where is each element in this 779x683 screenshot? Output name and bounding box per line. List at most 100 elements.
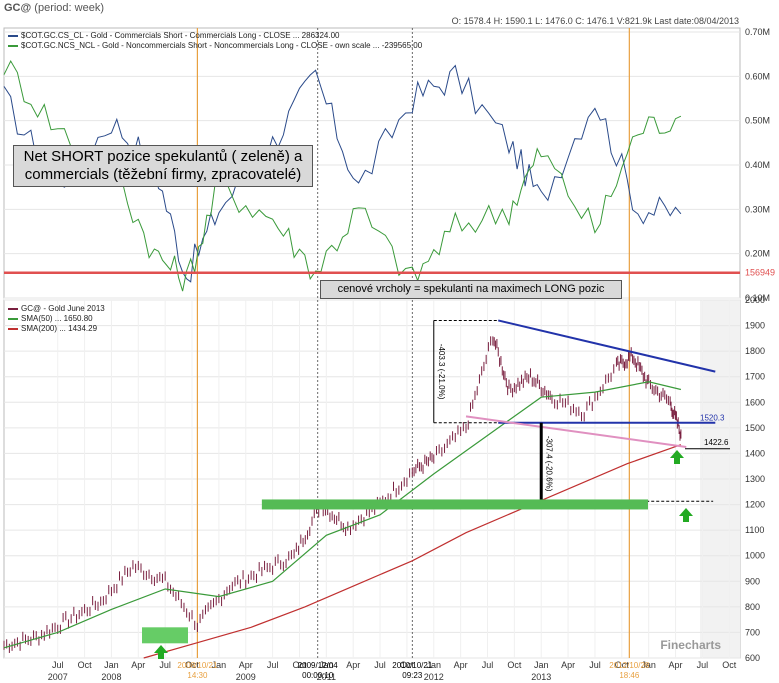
legend-swatch: [8, 35, 18, 37]
y-tick-label: 0.50M: [745, 116, 770, 126]
bottom-legend: GC@ - Gold June 2013 SMA(50) ... 1650.80…: [8, 304, 105, 334]
level-label: 156949: [745, 268, 775, 278]
up-arrow-icon: [154, 645, 168, 659]
y-tick-label: 1900: [745, 321, 765, 331]
y-tick-label: 0.70M: [745, 27, 770, 37]
y-tick-label: 1500: [745, 423, 765, 433]
peak-note: cenové vrcholy = spekulanti na maximech …: [320, 280, 622, 299]
symbol-title: GC@ (period: week): [4, 2, 104, 14]
measure-label: -307.4 (-20.6%): [545, 436, 554, 492]
x-year-label: 2013: [531, 672, 551, 682]
x-tick-label: Jul: [589, 660, 601, 670]
symbol: GC@: [4, 2, 32, 14]
x-year-label: 2009: [236, 672, 256, 682]
x-tick-label: Oct: [615, 660, 630, 670]
y-tick-label: 2000: [745, 295, 765, 305]
time-label: 09:23: [402, 671, 423, 680]
x-tick-label: Apr: [561, 660, 575, 670]
date-label: 2010/10/21: [392, 661, 433, 670]
ohlc-readout: O: 1578.4 H: 1590.1 L: 1476.0 C: 1476.1 …: [451, 16, 739, 26]
x-tick-label: Jul: [159, 660, 171, 670]
pink-line: [465, 415, 687, 449]
y-tick-label: 0.10M: [745, 293, 770, 303]
overlays: -403.3 (-21.0%) -307.4 (-20.6%) 1520.3 1422…: [142, 319, 730, 659]
up-arrow-icon: [679, 508, 693, 522]
green-zone: [261, 499, 648, 510]
x-tick-label: Jan: [534, 660, 549, 670]
x-year-label: 2007: [48, 672, 68, 682]
y-tick-label: 1600: [745, 397, 765, 407]
y-tick-label: 0.60M: [745, 71, 770, 81]
x-year-label: 2011: [317, 672, 336, 682]
measure-label: -403.3 (-21.0%): [437, 344, 446, 400]
y-tick-label: 0.20M: [745, 249, 770, 259]
x-tick-label: Oct: [78, 660, 93, 670]
x-tick-label: Oct: [507, 660, 522, 670]
price-label: 1520.3: [700, 414, 725, 423]
green-zone: [142, 627, 188, 644]
x-tick-label: Jul: [697, 660, 709, 670]
legend-item: SMA(50) ... 1650.80: [8, 314, 105, 324]
y-tick-label: 1800: [745, 346, 765, 356]
x-tick-label: Oct: [722, 660, 737, 670]
y-tick-label: 700: [745, 627, 760, 637]
y-tick-label: 1400: [745, 448, 765, 458]
time-label: 00:00:10: [302, 671, 334, 680]
top-legend: $COT.GC.CS_CL - Gold - Commercials Short…: [8, 31, 422, 51]
vertical-date-lines: [196, 28, 630, 658]
date-label: 2012/10/28: [609, 661, 650, 670]
legend-item: GC@ - Gold June 2013: [8, 304, 105, 314]
legend-item: $COT.GC.CS_CL - Gold - Commercials Short…: [8, 31, 422, 41]
sma-line: [143, 444, 682, 659]
up-arrow-icon: [670, 450, 684, 464]
y-tick-label: 0.40M: [745, 160, 770, 170]
y-tick-label: 900: [745, 576, 760, 586]
x-tick-label: Apr: [239, 660, 253, 670]
x-tick-label: Jan: [427, 660, 442, 670]
resistance-line: [498, 319, 716, 373]
axis-labels: 0.10M 0.20M 0.30M 0.40M 0.50M 0.60M 0.70M 600 70…: [48, 27, 775, 682]
y-tick-label: 1300: [745, 474, 765, 484]
y-tick-label: 1000: [745, 551, 765, 561]
legend-swatch: [8, 308, 18, 310]
x-tick-label: Jan: [319, 660, 334, 670]
y-tick-label: 1700: [745, 372, 765, 382]
y-tick-label: 1200: [745, 500, 765, 510]
x-tick-label: Jul: [482, 660, 494, 670]
legend-item: $COT.GC.NCS_NCL - Gold - Noncommercials …: [8, 41, 422, 51]
x-tick-label: Apr: [454, 660, 468, 670]
date-label: 2008/10/21: [177, 661, 218, 670]
series-line: [3, 59, 682, 292]
x-year-label: 2008: [101, 672, 121, 682]
legend-swatch: [8, 328, 18, 330]
bottom-series: [3, 336, 682, 659]
annotation-note: Net SHORT pozice spekulantů ( zeleně) a …: [13, 145, 313, 187]
y-tick-label: 0.30M: [745, 204, 770, 214]
x-tick-label: Oct: [292, 660, 307, 670]
period: (period: week): [34, 2, 104, 14]
x-tick-label: Jan: [104, 660, 119, 670]
x-tick-label: Jul: [267, 660, 279, 670]
x-tick-label: Jan: [641, 660, 656, 670]
legend-label: $COT.GC.CS_CL - Gold - Commercials Short…: [21, 31, 340, 40]
x-tick-label: Oct: [185, 660, 200, 670]
legend-item: SMA(200) ... 1434.29: [8, 324, 105, 334]
legend-label: SMA(200) ... 1434.29: [21, 324, 98, 333]
x-tick-label: Oct: [400, 660, 415, 670]
date-label: 2009/12/04: [298, 661, 339, 670]
x-tick-label: Jul: [52, 660, 64, 670]
time-label: 18:46: [619, 671, 640, 680]
price-label: 1422.6: [704, 438, 729, 447]
legend-swatch: [8, 318, 18, 320]
legend-label: GC@ - Gold June 2013: [21, 304, 105, 313]
y-tick-label: 600: [745, 653, 760, 663]
time-label: 14:30: [187, 671, 208, 680]
x-tick-label: Jul: [374, 660, 386, 670]
x-tick-label: Apr: [131, 660, 145, 670]
sma-line: [3, 381, 682, 649]
bottom-grid: [4, 299, 740, 659]
legend-label: $COT.GC.NCS_NCL - Gold - Noncommercials …: [21, 41, 423, 50]
x-tick-label: Apr: [346, 660, 360, 670]
y-tick-label: 800: [745, 602, 760, 612]
